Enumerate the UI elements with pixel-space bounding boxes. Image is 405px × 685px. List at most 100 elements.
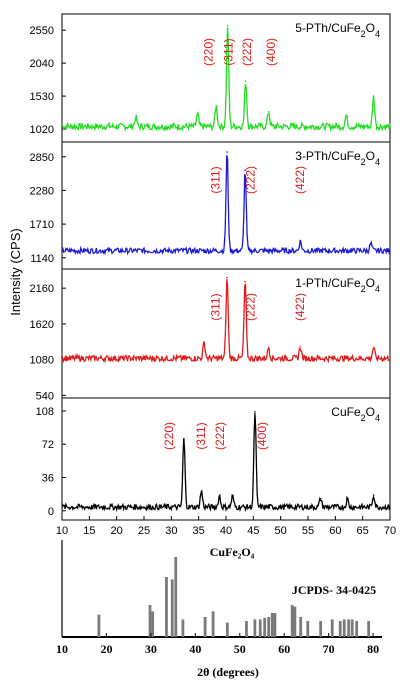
y-tick-label: 36 [42, 472, 54, 484]
x-tick-label: 40 [220, 525, 232, 537]
ref-bar [174, 557, 178, 637]
peak-point [218, 495, 221, 497]
peak-point [345, 114, 348, 117]
peak-point [299, 346, 302, 348]
panel-2: 540 1080 1620 2160 1-PTh/CuFe2O4 (311) (222) (4… [30, 268, 391, 402]
ref-title: CuFe₂O₄ [210, 545, 255, 559]
ref-bar [97, 614, 101, 637]
ref-bar [263, 617, 267, 637]
ref-bar [267, 617, 271, 637]
ref-bar [253, 619, 257, 637]
y-axis-label: Intensity (CPS) [8, 228, 23, 315]
panel-label: 1-PTh/CuFe2O4 [295, 276, 380, 294]
ref-x-tick-label: 70 [323, 642, 335, 656]
peak-point [370, 242, 372, 245]
ref-bar [347, 619, 351, 637]
peak-point [267, 110, 270, 113]
peak-annotation: (311) [208, 166, 222, 193]
ref-bar [367, 621, 371, 637]
ref-bar [342, 619, 346, 637]
y-tick-label: 1620 [30, 319, 54, 331]
panel-label: CuFe2O4 [331, 405, 380, 423]
reference-pattern: 10 20 30 40 50 60 70 80 CuFe₂O₄ JCPDS- 34-0425 2θ … [56, 540, 382, 679]
x-tick-label: 30 [165, 525, 177, 537]
x-tick-label: 55 [302, 525, 314, 537]
y-tick-label: 2280 [30, 185, 54, 197]
peak-point [226, 24, 229, 27]
ref-bar [338, 621, 342, 637]
x-tick-label: 35 [193, 525, 205, 537]
x-tick-label: 25 [138, 525, 150, 537]
peak-annotation: (222) [243, 166, 257, 194]
ref-bar [306, 621, 310, 637]
y-tick-label: 1530 [30, 91, 54, 103]
y-tick-label: 1140 [30, 253, 54, 265]
peak-point [299, 240, 302, 243]
ref-bar [151, 611, 155, 637]
peak-point [231, 495, 234, 497]
ref-x-tick-label: 80 [367, 642, 379, 656]
ref-bar [165, 577, 168, 637]
y-tick-label: 1080 [30, 355, 54, 367]
peak-point [372, 95, 375, 98]
ref-x-tick-label: 60 [278, 642, 290, 656]
peak-point [203, 341, 205, 344]
peak-point [267, 346, 270, 349]
series-line [61, 279, 391, 364]
ref-bar [211, 611, 215, 637]
peak-annotation: (311) [194, 422, 208, 449]
peak-annotation: (422) [293, 293, 307, 321]
x-tick-label: 60 [329, 525, 341, 537]
panel-label: 3-PTh/CuFe2O4 [295, 149, 380, 167]
peak-point [226, 276, 228, 279]
ref-card-label: JCPDS- 34-0425 [292, 583, 376, 597]
series-line [61, 155, 391, 256]
ref-bar [203, 617, 207, 637]
ref-x-tick-label: 40 [189, 642, 201, 656]
y-tick-label: 540 [36, 390, 54, 402]
y-tick-label: 108 [36, 406, 54, 418]
x-tick-label: 70 [384, 525, 396, 537]
peak-annotation: (220) [162, 422, 176, 450]
ref-x-tick-label: 20 [100, 642, 112, 656]
peak-annotation: (400) [264, 38, 278, 66]
x-tick-label: 20 [111, 525, 123, 537]
panel-0: 1020 1530 2040 2550 5-PTh/CuFe2O4 (220) (311) (… [30, 13, 391, 143]
ref-bar [181, 619, 185, 637]
ref-bar [355, 621, 359, 637]
y-tick-label: 1710 [30, 219, 54, 231]
series-line [61, 27, 391, 133]
ref-bar [350, 619, 354, 637]
x-tick-label: 65 [357, 525, 369, 537]
peak-point [226, 151, 228, 153]
peak-annotation: (220) [201, 38, 215, 66]
y-tick-label: 2850 [30, 152, 54, 164]
peak-point [244, 280, 246, 283]
panel-label: 5-PTh/CuFe2O4 [295, 21, 380, 39]
peak-point [135, 116, 137, 119]
ref-bar [293, 606, 297, 637]
ref-bar [225, 622, 229, 637]
peak-point [372, 494, 375, 496]
peak-point [196, 113, 199, 116]
y-tick-label: 2550 [30, 25, 54, 37]
y-tick-label: 1020 [30, 124, 54, 136]
peak-point [244, 80, 247, 83]
peak-point [346, 497, 349, 500]
peak-point [200, 490, 203, 493]
y-tick-label: 0 [48, 506, 54, 518]
ref-bar [270, 613, 274, 637]
ref-bar [170, 579, 174, 637]
peak-point [372, 346, 375, 349]
peak-annotation: (222) [240, 38, 254, 66]
peak-point [183, 437, 185, 440]
panel-3: 0 36 72 108 CuFe2O4 (220) (311) (222) (400) [36, 397, 391, 521]
peak-annotation: (222) [243, 293, 257, 321]
ref-bar [258, 619, 262, 637]
peak-annotation: (400) [255, 422, 269, 450]
peak-point [215, 104, 217, 107]
peak-point [254, 411, 256, 413]
x-tick-label: 15 [83, 525, 95, 537]
